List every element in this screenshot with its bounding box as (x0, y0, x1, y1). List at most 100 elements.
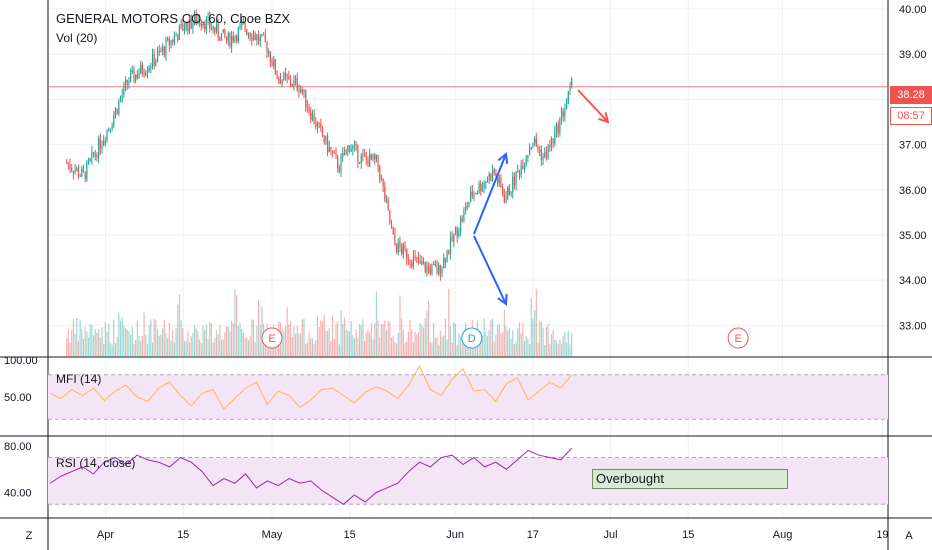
candle-body (109, 128, 112, 130)
volume-bar (367, 329, 369, 357)
volume-bar (480, 331, 482, 357)
candle-body (98, 138, 100, 158)
volume-bar (163, 320, 165, 357)
volume-bar (320, 320, 322, 357)
candle-body (439, 264, 441, 275)
candle-body (140, 64, 142, 74)
candle-body (310, 111, 312, 120)
volume-bars (66, 288, 573, 357)
volume-bar (352, 335, 354, 357)
volume-bar (503, 309, 505, 357)
volume-bar (463, 344, 465, 357)
volume-bar (82, 338, 85, 357)
volume-bar (532, 319, 534, 357)
volume-bar (92, 335, 95, 357)
candle-body (497, 176, 499, 184)
volume-bar (156, 329, 159, 357)
candle-body (119, 98, 122, 102)
volume-bar (528, 344, 531, 357)
candle-body (542, 156, 544, 161)
candle-body (466, 206, 468, 208)
volume-bar (555, 340, 558, 357)
volume-bar (326, 331, 329, 357)
volume-bar (431, 343, 433, 357)
candle-body (313, 113, 315, 124)
volume-bar (338, 344, 340, 357)
candle-body (180, 23, 182, 26)
overbought-annotation[interactable]: Overbought (592, 469, 788, 489)
volume-bar (188, 342, 191, 357)
x-axis-ticks: Apr 15 May 15 Jun 17 Jul 15 Aug 19 (97, 529, 889, 541)
candle-body (508, 187, 510, 195)
volume-bar (257, 299, 260, 357)
volume-bar (239, 323, 241, 357)
candle-body (74, 170, 76, 174)
candle-body (389, 209, 391, 224)
candle-body (328, 147, 330, 152)
auto-scale-button[interactable]: A (905, 530, 913, 542)
price-tick-label: 33.00 (899, 320, 927, 332)
candle-body (517, 170, 519, 172)
volume-bar (72, 318, 74, 357)
candle-body (113, 116, 115, 126)
time-tick-label: 19 (876, 529, 888, 541)
candle-body (193, 14, 196, 24)
volume-bar (508, 327, 510, 357)
volume-bar (412, 342, 415, 357)
volume-bar (406, 341, 408, 357)
candle-body (377, 155, 379, 167)
candle-body (173, 35, 175, 43)
volume-bar (427, 300, 430, 357)
volume-bar (422, 327, 425, 357)
candle-body (562, 111, 564, 117)
candle-body (237, 27, 239, 42)
candle-body (362, 153, 364, 156)
volume-bar (300, 332, 302, 357)
candle-body (343, 153, 345, 156)
volume-bar (441, 336, 443, 357)
candle-body (446, 250, 448, 263)
volume-bar (175, 328, 177, 357)
candle-body (81, 168, 83, 176)
volume-bar (114, 342, 117, 357)
volume-bar (182, 327, 184, 357)
candle-body (567, 91, 569, 102)
candle-body (71, 168, 73, 171)
volume-bar (293, 326, 295, 357)
volume-bar (121, 317, 123, 357)
candle-body (453, 234, 455, 241)
candle-body (225, 36, 228, 40)
candle-body (353, 144, 356, 146)
volume-bar (168, 323, 170, 357)
candle-body (414, 256, 416, 258)
candle-body (397, 241, 399, 253)
volume-bar (449, 326, 452, 357)
volume-bar (520, 332, 522, 357)
volume-bar (353, 338, 356, 357)
candle-body (372, 154, 374, 160)
candle-body (498, 177, 500, 184)
time-tick-label: May (262, 529, 283, 541)
volume-bar (550, 334, 553, 357)
candle-body (283, 72, 285, 80)
volume-bar (214, 338, 216, 357)
volume-bar (123, 326, 125, 357)
timezone-button[interactable]: Z (25, 530, 33, 542)
volume-bar (493, 341, 495, 357)
volume-bar (481, 335, 484, 357)
volume-bar (183, 341, 186, 357)
candle-body (188, 16, 191, 32)
candle-body (480, 183, 482, 192)
candle-body (528, 149, 531, 156)
candle-body (82, 168, 85, 172)
candle-body (301, 89, 303, 93)
candle-body (427, 266, 430, 268)
candle-body (135, 74, 137, 81)
volume-bar (241, 328, 243, 357)
candle-body (422, 262, 425, 265)
volume-bar (394, 342, 396, 357)
volume-bar (490, 319, 492, 357)
candle-body (133, 69, 135, 81)
candle-body (227, 33, 229, 40)
candle-body (175, 35, 177, 37)
